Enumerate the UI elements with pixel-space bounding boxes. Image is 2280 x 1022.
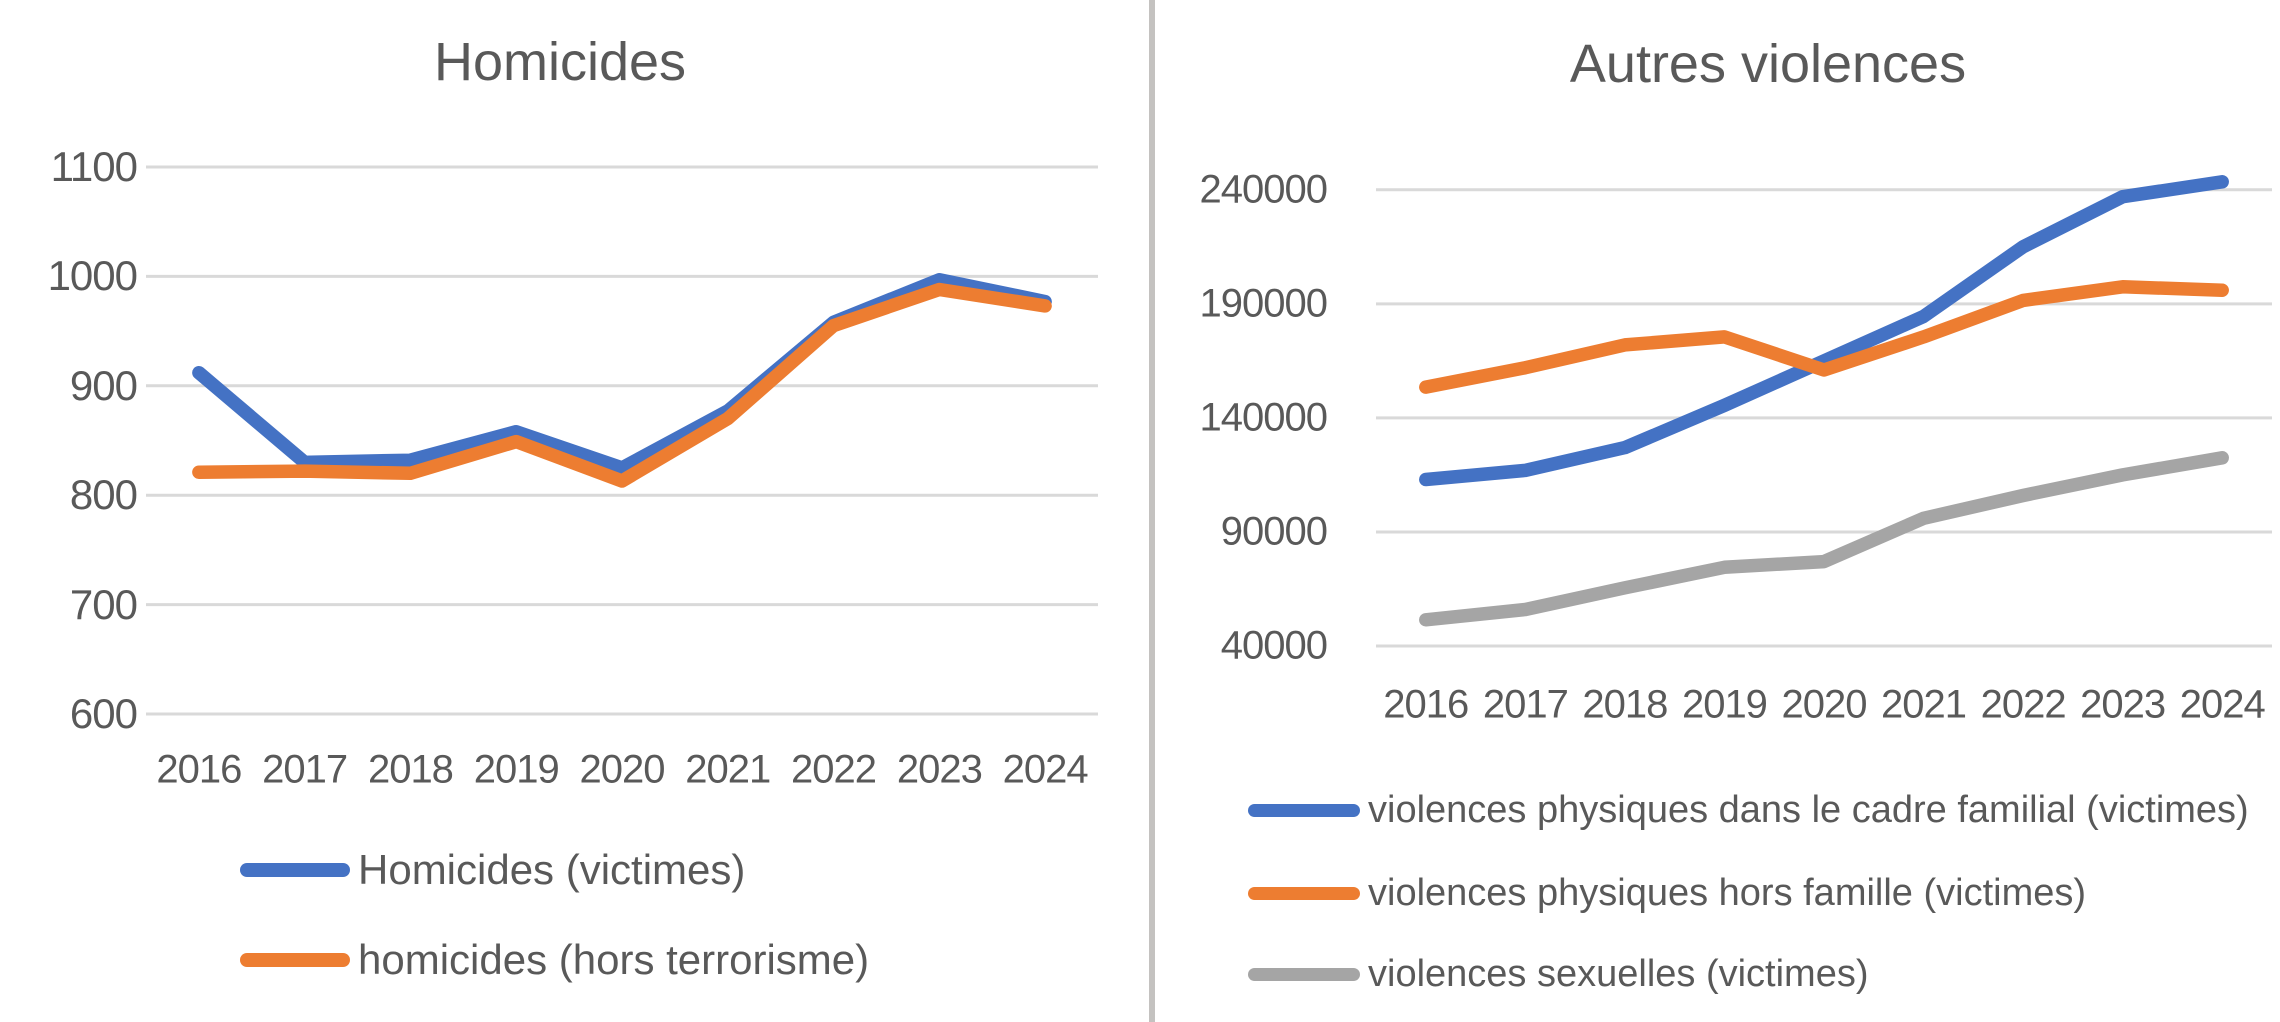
legend-label: violences physiques hors famille (victim… [1368,871,2087,914]
legend-label: Homicides (victimes) [358,846,746,893]
legend-item: violences physiques dans le cadre famili… [1248,786,2249,834]
data-line [1419,175,2229,487]
legend-label: homicides (hors terrorisme) [358,936,870,983]
legend-item: violences physiques hors famille (victim… [1248,869,2086,917]
chart-divider [1149,0,1155,1022]
legend-line-swatch-blue [1248,803,1360,817]
data-line [192,272,1052,475]
chart-title: Homicides [433,32,687,92]
chart-title: Autres violences [1569,34,1967,94]
data-line [192,282,1052,488]
legend-label: violences sexuelles (victimes) [1368,952,1869,995]
legend-line-swatch-gray [1248,967,1360,981]
legend-line-swatch-orange [240,953,350,967]
data-line [1419,451,2229,627]
legend-item: homicides (hors terrorisme) [240,936,869,984]
legend-item: Homicides (victimes) [240,846,745,894]
legend-line-swatch-blue [240,863,350,877]
legend-label: violences physiques dans le cadre famili… [1368,788,2249,831]
legend-item: violences sexuelles (victimes) [1248,950,1869,998]
data-line [1419,280,2229,394]
legend-line-swatch-orange [1248,886,1360,900]
